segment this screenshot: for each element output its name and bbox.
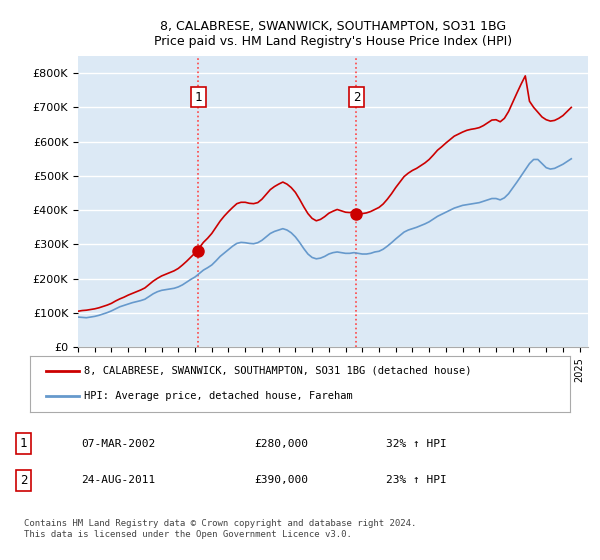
Text: 32% ↑ HPI: 32% ↑ HPI — [386, 438, 447, 449]
Title: 8, CALABRESE, SWANWICK, SOUTHAMPTON, SO31 1BG
Price paid vs. HM Land Registry's : 8, CALABRESE, SWANWICK, SOUTHAMPTON, SO3… — [154, 20, 512, 48]
Text: 24-AUG-2011: 24-AUG-2011 — [81, 475, 155, 486]
Text: £390,000: £390,000 — [254, 475, 308, 486]
Text: HPI: Average price, detached house, Fareham: HPI: Average price, detached house, Fare… — [84, 391, 353, 402]
Text: £280,000: £280,000 — [254, 438, 308, 449]
Text: 1: 1 — [20, 437, 27, 450]
Text: 2: 2 — [353, 91, 360, 104]
Text: 07-MAR-2002: 07-MAR-2002 — [81, 438, 155, 449]
Text: 2: 2 — [20, 474, 27, 487]
Text: Contains HM Land Registry data © Crown copyright and database right 2024.
This d: Contains HM Land Registry data © Crown c… — [23, 519, 416, 539]
Text: 23% ↑ HPI: 23% ↑ HPI — [386, 475, 447, 486]
Text: 8, CALABRESE, SWANWICK, SOUTHAMPTON, SO31 1BG (detached house): 8, CALABRESE, SWANWICK, SOUTHAMPTON, SO3… — [84, 366, 472, 376]
Text: 1: 1 — [194, 91, 202, 104]
